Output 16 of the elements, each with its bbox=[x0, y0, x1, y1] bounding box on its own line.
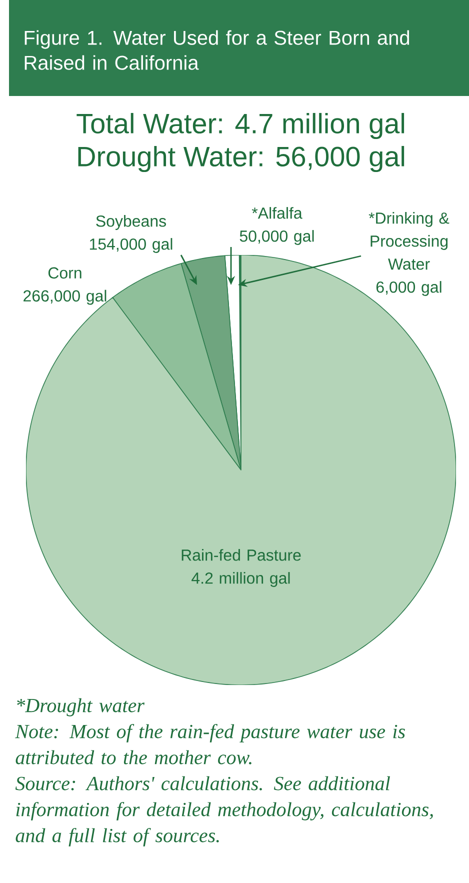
chart-title: Figure 1. Water Used for a Steer Born and Raised in California bbox=[24, 30, 410, 70]
text: *Drought water bbox=[17, 698, 145, 716]
source-note: Source: Authors' calculations. See additional information for detailed methodology, calculations, and a full list of sources. bbox=[15, 776, 433, 846]
slice-label: Soybeans bbox=[96, 215, 166, 230]
data-label: 50,000 gal bbox=[240, 230, 314, 245]
data-label: 4.2 million gal bbox=[192, 572, 290, 587]
text: Drought Water: 56,000 gal bbox=[78, 146, 404, 172]
slice-label: *Drinking & Processing Water bbox=[368, 212, 450, 270]
data-label: 266,000 gal bbox=[24, 290, 106, 305]
data-label: 6,000 gal bbox=[376, 281, 442, 296]
data-label: 154,000 gal bbox=[90, 238, 172, 253]
slice-label: Rain-fed Pasture bbox=[182, 549, 301, 561]
chart-subtitle: Total Water: 4.7 million gal bbox=[76, 112, 404, 140]
text: Note: Most of the rain-fed pasture water use is attributed to the mother cow. bbox=[15, 724, 405, 764]
slice-label: *Alfalfa bbox=[252, 207, 302, 219]
slice-label: Corn bbox=[48, 267, 82, 279]
